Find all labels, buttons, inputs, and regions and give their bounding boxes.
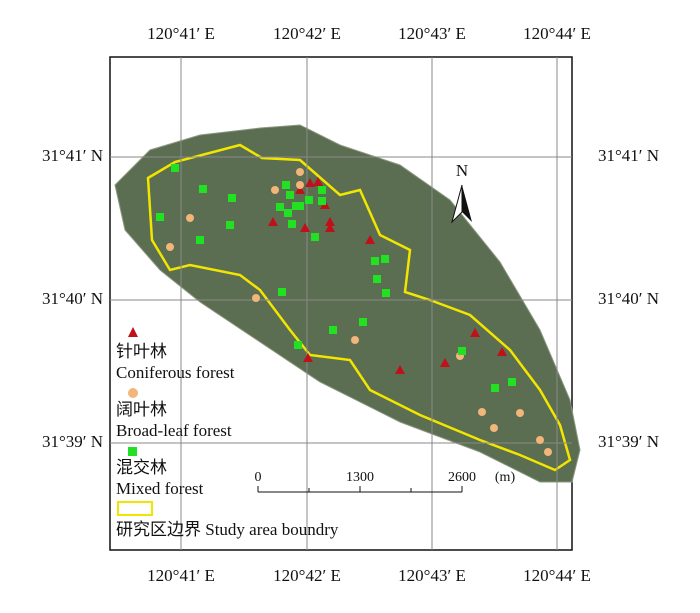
- coniferous-point: [303, 353, 313, 362]
- coniferous-point: [325, 223, 335, 232]
- right-label: 31°39′ N: [598, 432, 659, 451]
- mixed-point: [491, 384, 499, 392]
- mixed-point: [382, 289, 390, 297]
- legend-label: 针叶林: [116, 342, 167, 361]
- mixed-point: [276, 203, 284, 211]
- top-label: 120°43′ E: [398, 24, 466, 43]
- broadleaf-point: [186, 214, 194, 222]
- broadleaf-point: [536, 436, 544, 444]
- mixed-point: [371, 257, 379, 265]
- scale-label: 1300: [346, 470, 374, 485]
- top-label: 120°41′ E: [147, 24, 215, 43]
- mixed-point: [359, 318, 367, 326]
- legend-label: Broad-leaf forest: [116, 421, 232, 440]
- sample-points: [156, 164, 552, 456]
- legend-label: Mixed forest: [116, 479, 204, 498]
- coniferous-point: [295, 185, 305, 194]
- scale-unit: (m): [495, 470, 516, 485]
- coniferous-point: [325, 217, 335, 226]
- legend-triangle: [128, 327, 138, 337]
- legend-circle: [128, 388, 138, 398]
- broadleaf-point: [166, 243, 174, 251]
- broadleaf-point: [351, 336, 359, 344]
- satellite-image: [114, 124, 581, 483]
- mixed-point: [199, 185, 207, 193]
- coniferous-point: [313, 177, 323, 186]
- bottom-label: 120°41′ E: [147, 566, 215, 585]
- coniferous-point: [305, 178, 315, 187]
- scale-label: 2600: [448, 470, 476, 485]
- mixed-point: [284, 209, 292, 217]
- mixed-point: [156, 213, 164, 221]
- mixed-point: [228, 194, 236, 202]
- coniferous-point: [395, 365, 405, 374]
- left-label: 31°41′ N: [42, 146, 103, 165]
- mixed-point: [282, 181, 290, 189]
- coniferous-point: [440, 358, 450, 367]
- broadleaf-point: [478, 408, 486, 416]
- top-label: 120°42′ E: [273, 24, 341, 43]
- legend-label: Coniferous forest: [116, 363, 235, 382]
- broadleaf-point: [490, 424, 498, 432]
- mixed-point: [278, 288, 286, 296]
- mixed-point: [318, 186, 326, 194]
- coniferous-point: [268, 217, 278, 226]
- coniferous-point: [497, 347, 507, 356]
- coniferous-point: [300, 223, 310, 232]
- right-label: 31°41′ N: [598, 146, 659, 165]
- broadleaf-point: [252, 294, 260, 302]
- left-label: 31°39′ N: [42, 432, 103, 451]
- legend: 针叶林 Coniferous forest 阔叶林 Broad-leaf for…: [116, 327, 339, 539]
- broadleaf-point: [296, 181, 304, 189]
- bottom-label: 120°43′ E: [398, 566, 466, 585]
- mixed-point: [286, 191, 294, 199]
- bottom-label: 120°44′ E: [523, 566, 591, 585]
- graticule: [110, 57, 572, 550]
- mixed-point: [296, 202, 304, 210]
- legend-boundary: [117, 501, 153, 516]
- broadleaf-point: [544, 448, 552, 456]
- north-arrow: N: [451, 161, 472, 224]
- mixed-point: [305, 196, 313, 204]
- legend-label: 研究区边界 Study area boundry: [116, 520, 339, 539]
- mixed-point: [288, 220, 296, 228]
- mixed-point: [226, 221, 234, 229]
- top-label: 120°44′ E: [523, 24, 591, 43]
- right-label: 31°40′ N: [598, 289, 659, 308]
- mixed-point: [196, 236, 204, 244]
- mixed-point: [294, 341, 302, 349]
- broadleaf-point: [296, 168, 304, 176]
- mixed-point: [171, 164, 179, 172]
- broadleaf-point: [516, 409, 524, 417]
- legend-label: 混交林: [116, 458, 167, 477]
- coordinate-labels: 120°41′ E 120°41′ E 120°42′ E 120°42′ E 120°…: [42, 24, 659, 585]
- scale-bar: [257, 486, 463, 493]
- mixed-point: [458, 347, 466, 355]
- bottom-label: 120°42′ E: [273, 566, 341, 585]
- mixed-point: [311, 233, 319, 241]
- legend-label: 阔叶林: [116, 400, 167, 419]
- mixed-point: [381, 255, 389, 263]
- legend-square: [128, 447, 137, 456]
- left-label: 31°40′ N: [42, 289, 103, 308]
- north-arrow-right: [462, 185, 472, 222]
- mixed-point: [329, 326, 337, 334]
- mixed-point: [373, 275, 381, 283]
- scale-label: 0: [255, 470, 262, 485]
- mixed-point: [508, 378, 516, 386]
- north-label: N: [456, 161, 468, 180]
- mixed-point: [318, 197, 326, 205]
- coniferous-point: [365, 235, 375, 244]
- coniferous-point: [470, 328, 480, 337]
- broadleaf-point: [271, 186, 279, 194]
